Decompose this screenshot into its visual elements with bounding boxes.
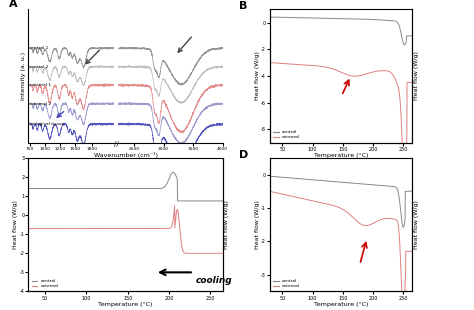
Text: external 2: external 2 [29, 102, 51, 106]
X-axis label: Temperature (°C): Temperature (°C) [314, 153, 368, 158]
X-axis label: Temperature (°C): Temperature (°C) [314, 302, 368, 307]
Text: central 2: central 2 [29, 65, 48, 69]
Legend: central, external: central, external [31, 278, 59, 289]
Y-axis label: Heat flow (W/g): Heat flow (W/g) [224, 200, 229, 249]
Y-axis label: Heat flow (W/g): Heat flow (W/g) [414, 200, 419, 249]
Text: D: D [239, 150, 248, 160]
Text: cooling: cooling [195, 276, 232, 285]
X-axis label: Temperature (°C): Temperature (°C) [99, 302, 153, 307]
Text: A: A [9, 0, 18, 9]
Text: central 1: central 1 [29, 46, 48, 50]
X-axis label: Wavenumber (cm⁻¹): Wavenumber (cm⁻¹) [93, 152, 158, 158]
Y-axis label: Heat flow (W/g): Heat flow (W/g) [255, 51, 260, 100]
Text: external 1: external 1 [29, 83, 51, 87]
Text: biological tissue: biological tissue [29, 122, 64, 126]
Text: //: // [114, 140, 118, 147]
Y-axis label: Heat flow (W/g): Heat flow (W/g) [255, 200, 260, 249]
Y-axis label: Intensity (a. u.): Intensity (a. u.) [21, 52, 26, 100]
Text: B: B [239, 1, 247, 11]
Y-axis label: Heat flow (W/g): Heat flow (W/g) [13, 200, 18, 249]
Y-axis label: Heat flow (W/g): Heat flow (W/g) [414, 51, 419, 100]
Legend: central, external: central, external [273, 130, 301, 140]
Legend: central, external: central, external [273, 278, 301, 289]
